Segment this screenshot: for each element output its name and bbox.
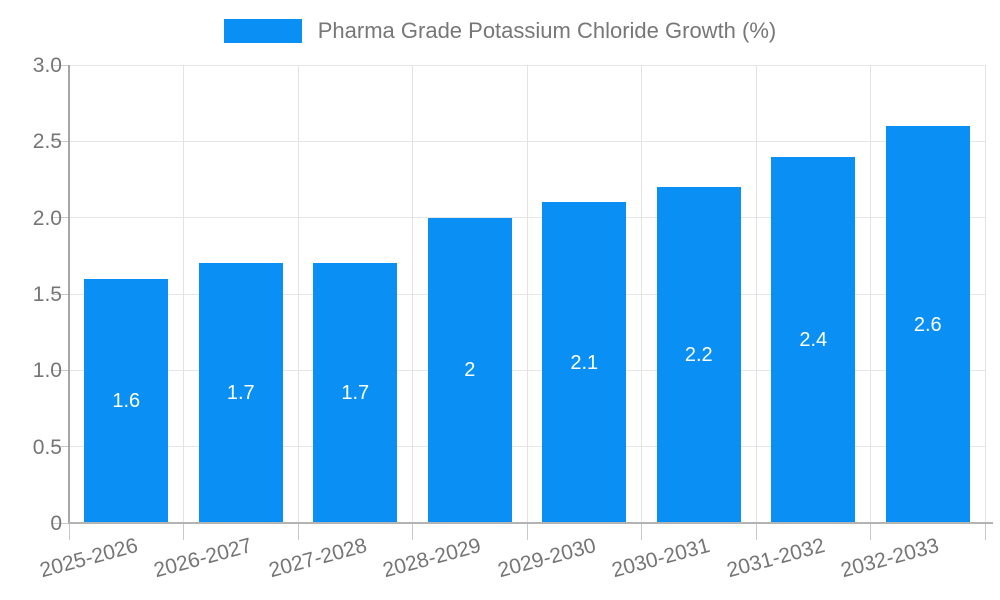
gridline-v xyxy=(641,65,642,523)
bar-value-label: 1.6 xyxy=(112,389,141,412)
y-tick-label: 2.0 xyxy=(32,206,62,230)
y-axis-tick xyxy=(52,369,68,371)
y-axis-tick xyxy=(52,293,68,295)
gridline-v xyxy=(984,65,986,523)
bar-value-label: 2.1 xyxy=(570,351,599,374)
y-axis-tick xyxy=(52,446,68,448)
x-axis-tick xyxy=(526,524,528,540)
bar-value-label: 2.2 xyxy=(684,344,713,367)
y-axis-line xyxy=(68,65,70,523)
x-axis-tick xyxy=(641,524,642,540)
x-tick-label: 2027-2028 xyxy=(266,534,370,583)
y-axis-tick xyxy=(52,64,68,66)
bar-2030-2031[interactable]: 2.2 xyxy=(656,187,741,523)
x-axis-tick xyxy=(297,524,299,540)
y-tick-label: 1.0 xyxy=(32,359,62,383)
bar-value-label: 2.4 xyxy=(799,328,828,351)
bar-2029-2030[interactable]: 2.1 xyxy=(542,202,627,523)
bar-2027-2028[interactable]: 1.7 xyxy=(313,263,398,523)
y-tick-label: 1.5 xyxy=(32,283,62,306)
bar-2025-2026[interactable]: 1.6 xyxy=(84,278,169,523)
bar-value-label: 1.7 xyxy=(226,382,255,405)
gridline-v xyxy=(297,65,299,523)
x-tick-label: 2026-2027 xyxy=(151,534,255,583)
x-axis-tick xyxy=(755,524,757,540)
bar-2031-2032[interactable]: 2.4 xyxy=(771,156,856,523)
y-tick-label: 0 xyxy=(50,512,62,535)
y-tick-label: 3.0 xyxy=(32,54,62,77)
y-tick-label: 0.5 xyxy=(32,435,62,459)
y-axis-tick xyxy=(52,217,68,219)
bar-2026-2027[interactable]: 1.7 xyxy=(198,263,283,523)
x-axis-tick xyxy=(183,524,184,540)
y-tick-label: 2.5 xyxy=(32,130,62,154)
gridline-v xyxy=(183,65,184,523)
plot-area: 1.6 1.7 1.7 2 2.1 2.2 2.4 2.6 3.0 2.5 2.0 1.5 1.0 0.… xyxy=(33,55,993,540)
x-axis-line xyxy=(68,522,993,524)
gridline-v xyxy=(870,65,871,523)
bar-value-label: 1.7 xyxy=(341,382,370,405)
x-axis-tick xyxy=(412,524,413,540)
x-tick-label: 2030-2031 xyxy=(609,534,713,583)
x-tick-label: 2032-2033 xyxy=(838,534,942,583)
bar-2032-2033[interactable]: 2.6 xyxy=(885,126,970,523)
x-tick-label: 2031-2032 xyxy=(724,534,828,583)
x-axis-tick xyxy=(870,524,871,540)
x-tick-label: 2025-2026 xyxy=(37,534,141,583)
bar-value-label: 2.6 xyxy=(913,313,942,336)
gridline-v xyxy=(412,65,413,523)
legend[interactable]: Pharma Grade Potassium Chloride Growth (… xyxy=(0,18,1000,44)
x-tick-label: 2029-2030 xyxy=(495,534,599,583)
x-axis-tick xyxy=(984,524,986,540)
legend-label: Pharma Grade Potassium Chloride Growth (… xyxy=(317,18,777,43)
bar-value-label: 2 xyxy=(464,359,476,382)
legend-swatch[interactable] xyxy=(223,19,302,43)
x-tick-label: 2028-2029 xyxy=(380,534,484,583)
y-axis-tick xyxy=(52,140,68,142)
gridline-v xyxy=(755,65,757,523)
y-axis-tick xyxy=(52,522,68,524)
gridline-v xyxy=(526,65,528,523)
bar-2028-2029[interactable]: 2 xyxy=(427,217,512,523)
x-axis-tick xyxy=(68,524,70,540)
